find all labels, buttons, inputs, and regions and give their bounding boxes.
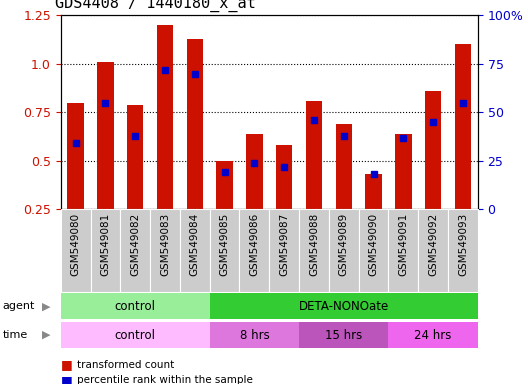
Text: GSM549091: GSM549091 (398, 213, 408, 276)
Text: control: control (115, 300, 156, 313)
Bar (448, 209, 478, 292)
Text: GSM549084: GSM549084 (190, 213, 200, 276)
Bar (210, 322, 299, 348)
Bar (389, 209, 418, 292)
Bar (216, 161, 233, 209)
Bar (157, 25, 173, 209)
Bar (329, 209, 359, 292)
Text: GSM549092: GSM549092 (428, 213, 438, 276)
Bar (269, 209, 299, 292)
Text: ▶: ▶ (42, 330, 51, 340)
Text: 15 hrs: 15 hrs (325, 329, 362, 341)
Bar (299, 322, 389, 348)
Text: GDS4408 / 1440180_x_at: GDS4408 / 1440180_x_at (55, 0, 256, 12)
Text: GSM549081: GSM549081 (100, 213, 110, 276)
Text: ▶: ▶ (42, 301, 51, 311)
Bar (180, 209, 210, 292)
Bar (68, 103, 84, 209)
Text: GSM549086: GSM549086 (249, 213, 259, 276)
Bar (395, 134, 411, 209)
Bar (425, 91, 441, 209)
Bar (240, 209, 269, 292)
Bar (186, 39, 203, 209)
Bar (127, 104, 144, 209)
Bar (210, 209, 240, 292)
Bar (210, 293, 478, 319)
Text: transformed count: transformed count (77, 360, 174, 370)
Bar (336, 124, 352, 209)
Bar (389, 322, 478, 348)
Bar (365, 174, 382, 209)
Text: percentile rank within the sample: percentile rank within the sample (77, 375, 252, 384)
Text: 8 hrs: 8 hrs (240, 329, 269, 341)
Text: DETA-NONOate: DETA-NONOate (299, 300, 389, 313)
Text: GSM549090: GSM549090 (369, 213, 379, 276)
Bar (120, 209, 150, 292)
Text: GSM549087: GSM549087 (279, 213, 289, 276)
Bar (455, 45, 471, 209)
Bar (418, 209, 448, 292)
Bar (61, 293, 210, 319)
Bar (61, 322, 210, 348)
Bar (90, 209, 120, 292)
Text: GSM549082: GSM549082 (130, 213, 140, 276)
Text: GSM549089: GSM549089 (339, 213, 349, 276)
Bar (276, 145, 293, 209)
Bar (150, 209, 180, 292)
Text: ■: ■ (61, 358, 72, 371)
Bar (61, 209, 90, 292)
Text: GSM549088: GSM549088 (309, 213, 319, 276)
Bar (97, 62, 114, 209)
Text: control: control (115, 329, 156, 341)
Text: agent: agent (3, 301, 35, 311)
Text: 24 hrs: 24 hrs (414, 329, 452, 341)
Text: GSM549093: GSM549093 (458, 213, 468, 276)
Bar (359, 209, 389, 292)
Text: GSM549083: GSM549083 (160, 213, 170, 276)
Text: GSM549085: GSM549085 (220, 213, 230, 276)
Text: ■: ■ (61, 374, 72, 384)
Bar (299, 209, 329, 292)
Bar (246, 134, 262, 209)
Text: time: time (3, 330, 28, 340)
Text: GSM549080: GSM549080 (71, 213, 81, 276)
Bar (306, 101, 322, 209)
